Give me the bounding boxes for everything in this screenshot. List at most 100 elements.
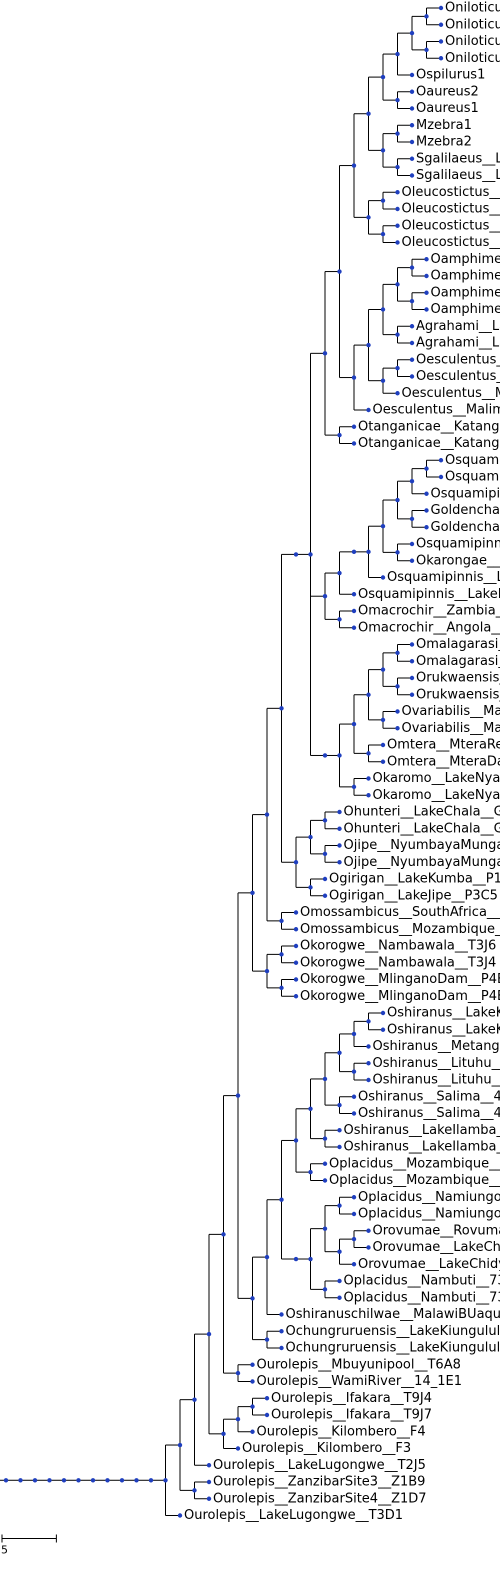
internal-node-68: [351, 549, 357, 555]
tip-label-48: Ohunteri__LakeChala__G1-K2G2: [344, 805, 500, 820]
tip-label-55: Omossambicus__Mozambique__C13: [300, 922, 500, 937]
tip-label-84: Ourolepis__Ifakara__T9J7: [271, 1408, 432, 1423]
internal-node-27: [366, 215, 371, 220]
internal-node-150: [322, 1226, 328, 1231]
tip-label-8: Mzebra2: [416, 135, 472, 150]
tip-node-75: [409, 642, 415, 647]
internal-node-103: [308, 834, 313, 840]
tip-node-122: [380, 1027, 386, 1032]
internal-node-123: [366, 1019, 371, 1024]
tip-label-30: Goldenchambo__LakeIkapu__G7B3: [431, 503, 500, 518]
tip-node-138: [322, 1161, 328, 1166]
tip-node-179: [206, 1496, 212, 1501]
internal-node-154: [308, 1256, 313, 1262]
internal-node-141: [293, 1138, 299, 1143]
internal-node-35: [395, 282, 400, 287]
tip-label-24: Oesculentus__Malimbe__V71: [373, 403, 500, 418]
tip-label-51: Ojipe__NyumbayaMunga__P2G6: [344, 855, 500, 870]
tip-label-53: Ogirigan__LakeJipe__P3C5: [329, 888, 498, 903]
tip-label-32: Osquamipinnis__LakeMalawi__D14-J06: [416, 537, 500, 552]
tip-label-3: Oniloticus__Malimbe__V77: [445, 51, 500, 66]
scale-bar-label: 5: [1, 1544, 8, 1557]
tip-node-126: [366, 1061, 371, 1066]
tip-node-43: [395, 391, 400, 396]
tip-label-89: Ourolepis__ZanzibarSite4__Z1D7: [213, 1491, 427, 1506]
tip-node-4: [438, 56, 444, 61]
internal-node-175: [206, 1331, 212, 1337]
tip-label-26: Otanganicae__Katanga__42: [358, 436, 500, 451]
tip-node-113: [293, 943, 299, 949]
tree-nodes: [3, 5, 444, 1518]
tip-node-17: [409, 173, 415, 178]
tip-label-44: Omtera__MteraReservoir__14_1G1: [387, 738, 500, 753]
tip-label-67: Oshiranus__LakeIlamba__142A: [344, 1123, 500, 1138]
internal-node-12: [380, 74, 386, 80]
tip-label-31: Goldenchambo__LakeIkapu__G7B1: [431, 520, 500, 535]
internal-node-55: [424, 466, 429, 471]
tip-label-61: Oshiranus__LakeKingiri__373: [387, 1022, 500, 1037]
tip-node-82: [395, 709, 400, 714]
internal-node-23: [380, 198, 386, 203]
internal-node-65: [380, 524, 386, 529]
tip-node-145: [366, 1228, 371, 1233]
internal-node-185: [134, 1478, 139, 1483]
internal-node-132: [337, 1102, 342, 1108]
internal-node-153: [322, 1287, 328, 1292]
tip-node-159: [279, 1329, 284, 1334]
tip-node-53: [438, 458, 444, 463]
tip-label-16: Oamphimelas__LakeSulungali__T9F4: [431, 269, 500, 284]
internal-node-57: [409, 478, 415, 484]
internal-node-74: [322, 594, 328, 599]
tip-label-9: Sgalilaeus__LakeAlbert__U2B2: [416, 151, 500, 166]
tip-label-7: Mzebra1: [416, 118, 472, 133]
internal-node-45: [366, 342, 371, 348]
internal-node-192: [32, 1478, 38, 1483]
tip-node-117: [293, 994, 299, 999]
internal-node-51: [337, 432, 342, 438]
tip-node-54: [438, 474, 444, 480]
tip-label-22: Oesculentus__LakeRukwa__T10F04: [416, 369, 500, 384]
tip-label-81: Ourolepis__Mbuyunipool__T6A8: [257, 1357, 461, 1372]
internal-node-106: [308, 885, 313, 890]
tip-label-62: Oshiranus__Metangula__RB10-A251: [373, 1039, 500, 1054]
tip-node-178: [206, 1479, 212, 1485]
tip-node-104: [322, 876, 328, 882]
tip-label-10: Sgalilaeus__LakeAlbert__U1B1: [416, 168, 500, 183]
tip-label-59: Okorogwe__MlinganoDam__P4B2: [300, 989, 500, 1004]
tip-node-10: [409, 106, 415, 111]
internal-node-44: [380, 378, 386, 383]
tip-label-72: Oplacidus__NamiungoRiver__122A: [358, 1207, 500, 1222]
tip-label-15: Oamphimelas__LakeSulungali__T9F2: [431, 252, 500, 267]
tip-node-101: [337, 860, 342, 865]
tip-label-79: Ochungruruensis__LakeKiungululu__3D9: [286, 1324, 500, 1339]
tip-label-34: Osquamipinnis__LakeMalawi__D14-J04: [387, 570, 500, 585]
internal-node-61: [395, 497, 400, 503]
tip-label-11: Oleucostictus__Malimbe__V56: [402, 185, 500, 200]
internal-node-125: [351, 1031, 357, 1037]
tip-node-83: [395, 726, 400, 731]
tip-label-18: Oamphimelas__LakeManyara__P3H2: [431, 302, 500, 317]
tip-node-160: [279, 1345, 284, 1351]
internal-node-147: [351, 1236, 357, 1242]
internal-node-120: [250, 890, 255, 896]
tip-node-40: [409, 357, 415, 362]
tip-label-80: Ochungruruensis__LakeKiungululu__300: [286, 1341, 500, 1356]
tip-label-40: Orukwaensis__LakeRukwa__24-2012: [416, 671, 500, 686]
tip-node-142: [351, 1195, 357, 1200]
tip-label-49: Ohunteri__LakeChala__G2-K2G3: [344, 821, 500, 836]
tip-node-59: [424, 525, 429, 530]
internal-node-177: [192, 1397, 197, 1402]
internal-node-85: [366, 692, 371, 697]
internal-node-99: [322, 818, 328, 823]
tip-node-7: [409, 72, 415, 78]
tip-label-66: Oshiranus__Salima__411B: [358, 1106, 500, 1121]
tip-node-176: [206, 1463, 212, 1468]
internal-node-26: [380, 231, 386, 237]
tip-label-39: Omalagarasi__Uvinza__131: [416, 654, 500, 669]
tip-label-46: Okaromo__LakeNyamagoma__206: [373, 771, 500, 786]
internal-node-92: [351, 784, 357, 790]
tip-node-173: [235, 1446, 241, 1451]
internal-node-155: [293, 1256, 299, 1262]
tip-node-13: [409, 123, 415, 128]
internal-node-94: [322, 753, 328, 758]
